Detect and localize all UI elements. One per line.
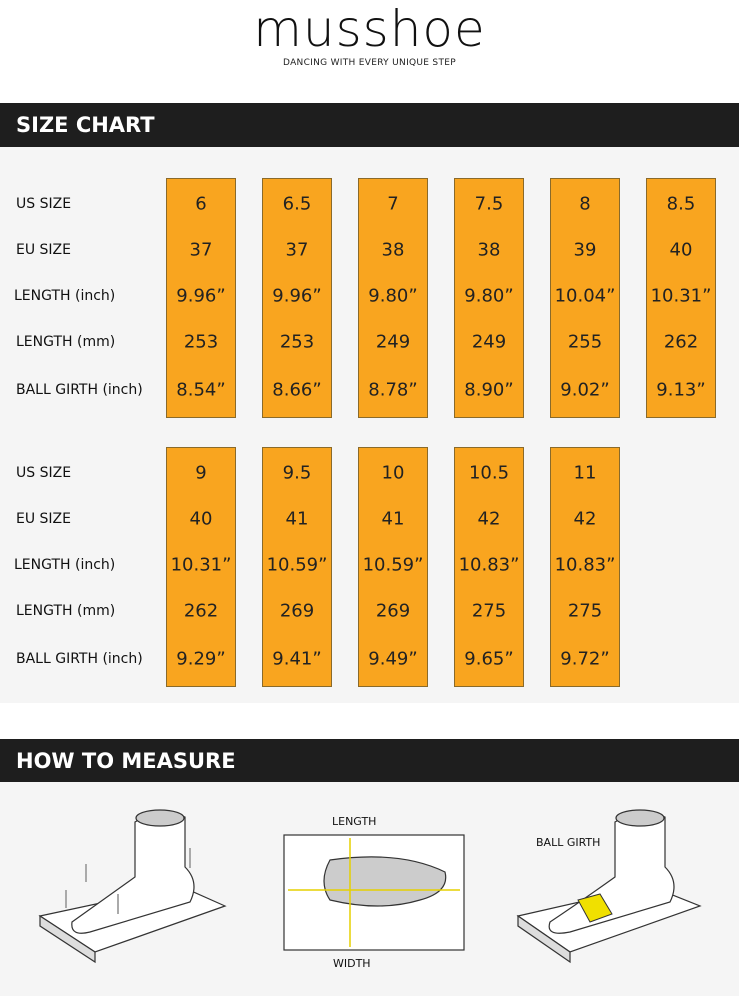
size-cell: 253 [279, 331, 315, 353]
size-cell: 9.65” [464, 648, 514, 670]
size-column [550, 447, 620, 687]
size-cell: 6.5 [282, 193, 312, 215]
section-bar: HOW TO MEASURE [0, 739, 739, 783]
size-cell: 9.49” [368, 648, 418, 670]
size-cell: 10.5 [468, 462, 510, 484]
row-label: LENGTH (inch) [14, 288, 116, 304]
row-label: EU SIZE [16, 511, 71, 527]
size-cell: 11 [573, 462, 597, 484]
size-column [166, 178, 236, 418]
size-cell: 10.83” [458, 554, 520, 576]
size-cell: 269 [279, 600, 315, 622]
size-cell: 9.02” [560, 379, 610, 401]
size-cell: 9.29” [176, 648, 226, 670]
row-label: EU SIZE [16, 242, 71, 258]
size-cell: 41 [381, 508, 405, 530]
size-column [262, 447, 332, 687]
size-cell: 8.78” [368, 379, 418, 401]
size-cell: 9.13” [656, 379, 706, 401]
size-cell: 10.31” [170, 554, 232, 576]
size-column [550, 178, 620, 418]
section-bar: SIZE CHART [0, 103, 739, 147]
size-cell: 9.96” [272, 285, 322, 307]
size-cell: 9 [195, 462, 207, 484]
size-column [454, 447, 524, 687]
size-cell: 40 [189, 508, 213, 530]
size-cell: 10.83” [554, 554, 616, 576]
measure-label: WIDTH [333, 957, 371, 970]
size-cell: 9.80” [464, 285, 514, 307]
size-column [358, 178, 428, 418]
size-cell: 10.59” [266, 554, 328, 576]
size-cell: 269 [375, 600, 411, 622]
size-cell: 253 [183, 331, 219, 353]
size-cell: 262 [663, 331, 699, 353]
size-cell: 8.54” [176, 379, 226, 401]
size-cell: 7 [387, 193, 399, 215]
row-label: US SIZE [16, 465, 72, 481]
size-cell: 10.31” [650, 285, 712, 307]
size-cell: 9.5 [282, 462, 312, 484]
measure-label: LENGTH [332, 815, 377, 828]
size-column [646, 178, 716, 418]
size-cell: 262 [183, 600, 219, 622]
size-cell: 41 [285, 508, 309, 530]
size-cell: 38 [381, 239, 405, 261]
size-cell: 8.66” [272, 379, 322, 401]
size-cell: 8 [579, 193, 591, 215]
size-cell: 9.41” [272, 648, 322, 670]
size-cell: 38 [477, 239, 501, 261]
size-column [262, 178, 332, 418]
row-label: LENGTH (mm) [16, 603, 116, 619]
size-cell: 249 [375, 331, 411, 353]
size-cell: 9.96” [176, 285, 226, 307]
size-cell: 37 [189, 239, 213, 261]
size-cell: 255 [567, 331, 603, 353]
size-cell: 37 [285, 239, 309, 261]
size-cell: 10.59” [362, 554, 424, 576]
size-cell: 7.5 [474, 193, 504, 215]
size-column [358, 447, 428, 687]
size-cell: 6 [195, 193, 207, 215]
size-cell: 39 [573, 239, 597, 261]
size-cell: 275 [567, 600, 603, 622]
brand: musshoe [253, 0, 486, 58]
size-cell: 10 [381, 462, 405, 484]
size-cell: 10.04” [554, 285, 616, 307]
size-cell: 42 [573, 508, 597, 530]
row-label: LENGTH (inch) [14, 557, 116, 573]
size-column [454, 178, 524, 418]
size-cell: 275 [471, 600, 507, 622]
size-cell: 8.90” [464, 379, 514, 401]
size-cell: 8.5 [666, 193, 696, 215]
size-cell: 9.72” [560, 648, 610, 670]
tagline: DANCING WITH EVERY UNIQUE STEP [283, 58, 456, 68]
row-label: BALL GIRTH (inch) [16, 651, 143, 667]
row-label: BALL GIRTH (inch) [16, 382, 143, 398]
size-column [166, 447, 236, 687]
illustrations [38, 809, 702, 964]
size-cell: 9.80” [368, 285, 418, 307]
measure-label: BALL GIRTH [536, 836, 601, 849]
row-label: LENGTH (mm) [16, 334, 116, 350]
row-label: US SIZE [16, 196, 72, 212]
size-cell: 40 [669, 239, 693, 261]
size-cell: 249 [471, 331, 507, 353]
size-cell: 42 [477, 508, 501, 530]
